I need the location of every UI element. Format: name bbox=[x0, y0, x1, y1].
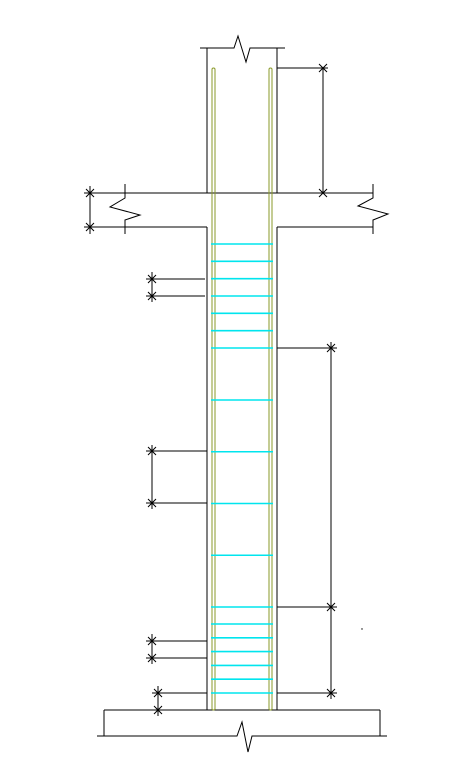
dimension-lower-dense-spacing bbox=[146, 634, 207, 664]
floor-slab bbox=[108, 184, 390, 234]
dimension-sparse-spacing bbox=[146, 445, 207, 509]
right-longitudinal-rebar bbox=[268, 67, 273, 711]
dimension-right-zones bbox=[277, 342, 337, 699]
dimension-bottom-offset bbox=[152, 686, 207, 716]
dimension-upper-column bbox=[277, 63, 328, 198]
dimension-slab-thickness bbox=[84, 186, 125, 234]
stray-point bbox=[361, 628, 363, 630]
concrete-outline bbox=[97, 34, 390, 753]
left-longitudinal-rebar bbox=[211, 67, 216, 711]
footing bbox=[97, 709, 387, 753]
dimension-upper-dense-spacing bbox=[146, 272, 205, 302]
top-break-line bbox=[200, 34, 285, 64]
longitudinal-rebars bbox=[211, 67, 273, 711]
stirrups bbox=[211, 243, 273, 694]
dimension-lines bbox=[84, 63, 337, 716]
